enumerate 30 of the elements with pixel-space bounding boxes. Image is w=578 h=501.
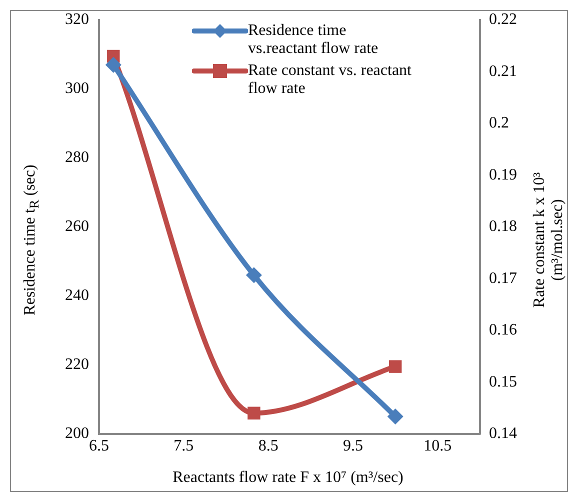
x-tick-label: 9.5 — [343, 438, 363, 455]
y2-tick-label: 0.17 — [489, 270, 517, 287]
y2-tick-label: 0.19 — [489, 166, 517, 184]
y2-tick-label: 0.14 — [489, 425, 517, 442]
point — [246, 267, 262, 284]
y2-tick-label: 0.22 — [489, 11, 517, 28]
y-tick-label: 320 — [65, 11, 89, 28]
y-tick-label: 220 — [65, 356, 89, 374]
legend-label: Residence time vs.reactant flow rate — [248, 22, 380, 58]
point — [388, 360, 402, 373]
y2-tick-label: 0.18 — [489, 218, 517, 236]
y-tick-label: 200 — [65, 425, 89, 442]
x-axis-title: Reactants flow rate F x 10⁷ (m³/sec) — [172, 469, 404, 487]
y2-tick-label: 0.21 — [489, 62, 517, 80]
x-tick-label: 8.5 — [258, 438, 278, 455]
y2-tick-label: 0.15 — [489, 373, 517, 390]
x-tick-label: 7.5 — [174, 438, 194, 455]
y2-tick-label: 0.16 — [489, 322, 517, 339]
point — [248, 406, 260, 420]
y-tick-label: 240 — [65, 287, 89, 304]
y-tick-label: 280 — [65, 149, 89, 166]
legend-label: Rate constant vs. reactant flow rate — [248, 62, 412, 98]
x-tick-label: 6.5 — [89, 438, 109, 455]
y-tick-label: 300 — [65, 80, 89, 98]
point — [105, 56, 122, 73]
y2-axis-title: Rate constant k x 10³ (m³/mol.sec) — [531, 171, 567, 310]
point — [387, 408, 404, 425]
y-tick-label: 260 — [65, 218, 89, 236]
y2-tick-label: 0.2 — [489, 114, 509, 132]
x-tick-label: 10.5 — [424, 438, 452, 455]
